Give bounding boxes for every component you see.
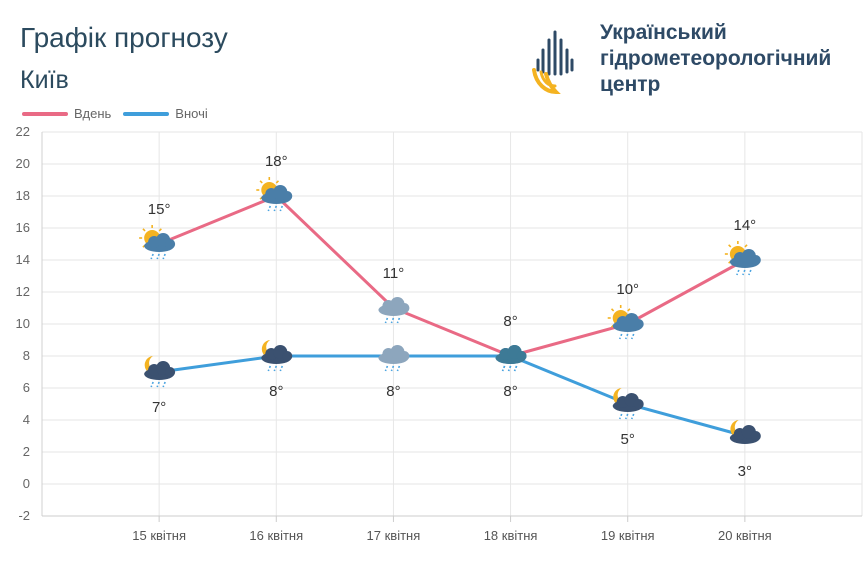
series-line-night <box>158 354 746 438</box>
org-line-1: Український <box>600 21 727 44</box>
y-tick-label: 12 <box>16 284 30 299</box>
data-label: 8° <box>503 313 517 330</box>
legend-label-night: Вночі <box>175 106 208 121</box>
y-tick-label: 10 <box>16 316 30 331</box>
y-tick-label: 18 <box>16 188 30 203</box>
moon-cloud-rain-icon <box>612 388 644 420</box>
cloud-rain-icon <box>378 345 410 372</box>
sun-cloud-rain-icon <box>724 241 761 276</box>
moon-cloud-rain-icon <box>144 356 176 388</box>
x-tick-label: 20 квітня <box>718 528 772 543</box>
data-label: 8° <box>503 383 517 400</box>
sun-cloud-rain-icon <box>139 225 176 260</box>
y-tick-label: 2 <box>23 444 30 459</box>
y-tick-label: 4 <box>23 412 30 427</box>
y-tick-label: 8 <box>23 348 30 363</box>
data-label: 11° <box>383 265 405 282</box>
data-label: 8° <box>386 383 400 400</box>
y-tick-label: 6 <box>23 380 30 395</box>
chart-legend: Вдень Вночі <box>22 106 220 121</box>
x-tick-label: 19 квітня <box>601 528 655 543</box>
x-tick-label: 18 квітня <box>484 528 538 543</box>
moon-cloud-rain-icon <box>261 340 293 372</box>
x-tick-label: 15 квітня <box>132 528 186 543</box>
y-tick-label: 20 <box>16 156 30 171</box>
y-tick-label: 22 <box>16 124 30 139</box>
hydromet-logo-icon <box>532 30 574 95</box>
page-title: Графік прогнозу <box>20 22 228 53</box>
legend-item-day[interactable]: Вдень <box>22 106 111 121</box>
series-line-day <box>158 194 746 358</box>
data-label: 15° <box>148 201 171 218</box>
city-name: Київ <box>20 66 69 94</box>
y-tick-label: -2 <box>18 508 30 523</box>
y-tick-label: 14 <box>16 252 30 267</box>
legend-swatch-night <box>123 111 170 116</box>
data-label: 10° <box>616 281 639 298</box>
legend-item-night[interactable]: Вночі <box>123 106 208 121</box>
x-tick-label: 16 квітня <box>249 528 303 543</box>
org-line-2: гідрометеорологічний <box>600 47 832 70</box>
y-tick-label: 16 <box>16 220 30 235</box>
data-label: 3° <box>738 463 752 480</box>
y-tick-label: 0 <box>23 476 30 491</box>
org-name: Український гідрометеорологічний центр <box>600 20 831 98</box>
cloud-rain-icon <box>378 297 410 324</box>
data-label: 7° <box>152 399 166 416</box>
x-tick-label: 17 квітня <box>367 528 421 543</box>
cloud-rain-icon <box>495 345 527 372</box>
data-label: 18° <box>265 153 288 170</box>
sun-cloud-rain-icon <box>256 177 293 212</box>
data-label: 8° <box>269 383 283 400</box>
data-label: 5° <box>621 431 635 448</box>
data-label: 14° <box>734 217 757 234</box>
legend-swatch-day <box>22 111 68 116</box>
moon-cloud-icon <box>729 420 761 444</box>
org-line-3: центр <box>600 73 661 96</box>
sun-cloud-rain-icon <box>607 305 644 340</box>
legend-label-day: Вдень <box>74 106 112 121</box>
